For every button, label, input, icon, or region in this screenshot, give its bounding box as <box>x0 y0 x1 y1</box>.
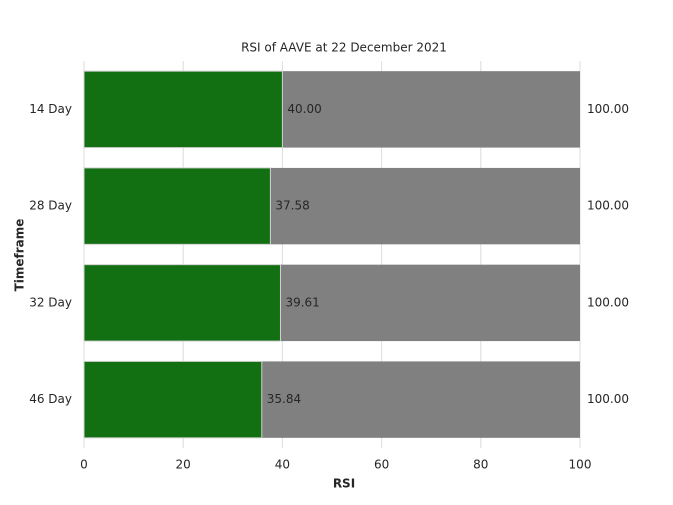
data-label: 100.00 <box>587 102 629 116</box>
data-label: 37.58 <box>275 199 309 213</box>
x-tick-label: 40 <box>275 458 290 472</box>
x-tick-label: 60 <box>374 458 389 472</box>
y-tick-label: 46 Day <box>29 392 72 406</box>
bar <box>83 70 283 149</box>
bar <box>83 167 271 245</box>
x-tick-label: 20 <box>176 458 191 472</box>
y-tick-label: 14 Day <box>29 102 72 116</box>
data-label: 100.00 <box>587 199 629 213</box>
y-axis-label: Timeframe <box>13 219 27 292</box>
data-label: 35.84 <box>267 392 301 406</box>
x-tick-label: 100 <box>569 458 592 472</box>
data-label: 100.00 <box>587 295 629 309</box>
data-label: 39.61 <box>285 295 319 309</box>
bar <box>83 360 263 439</box>
y-tick-label: 32 Day <box>29 295 72 309</box>
x-tick-label: 0 <box>80 458 88 472</box>
x-axis-label: RSI <box>333 477 355 491</box>
data-label: 40.00 <box>287 102 321 116</box>
chart-title: RSI of AAVE at 22 December 2021 <box>241 41 447 55</box>
y-tick-label: 28 Day <box>29 199 72 213</box>
x-tick-label: 80 <box>473 458 488 472</box>
data-label: 100.00 <box>587 392 629 406</box>
bar <box>83 264 281 342</box>
